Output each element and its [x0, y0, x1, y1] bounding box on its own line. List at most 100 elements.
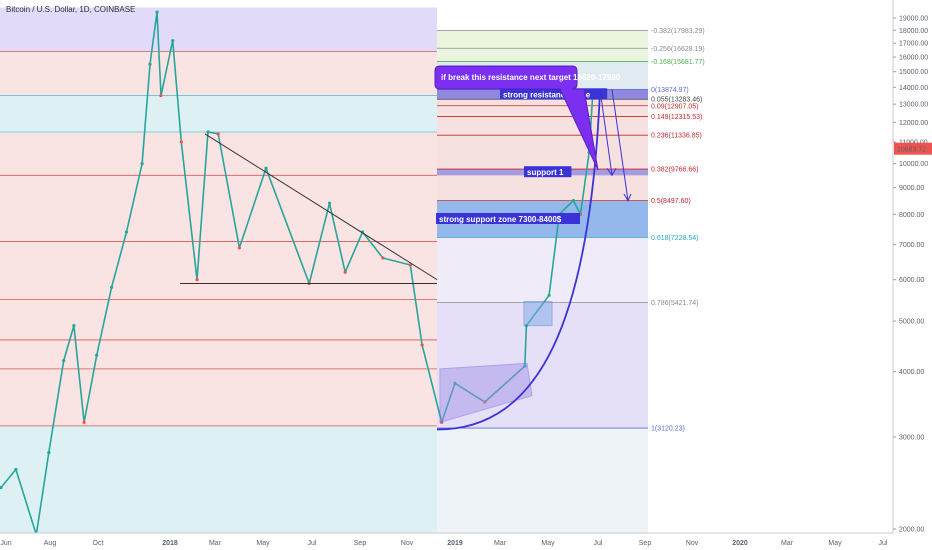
annotations: strong resistance zone support 1 strong su… [180, 65, 632, 431]
fib-band [437, 105, 648, 117]
price-point [195, 278, 199, 282]
x-tick-label: 2019 [447, 540, 463, 547]
fib-level-label: 0.786(5421.74) [651, 300, 698, 307]
fib-level-label: -0.382(17983.29) [651, 28, 705, 35]
y-tick-label: 10000.00 [899, 161, 928, 168]
x-tick-label: Oct [93, 540, 104, 547]
price-point [343, 270, 347, 274]
price-point [159, 93, 163, 98]
price-point [0, 486, 3, 490]
x-tick-label: Jul [879, 540, 888, 547]
price-point [237, 246, 241, 250]
x-tick-label: May [828, 540, 842, 547]
price-point [124, 230, 129, 234]
projection-arrow [599, 89, 617, 177]
x-tick-label: 2020 [732, 540, 748, 547]
left-fib-band [0, 7, 437, 52]
fib-level-label: 0.5(8497.60) [651, 198, 691, 205]
parabolic-curve [436, 90, 601, 431]
y-tick-label: 3000.00 [899, 434, 924, 441]
price-point [155, 10, 159, 14]
y-tick-label: 9000.00 [899, 185, 924, 192]
fib-level-label: 1(3120.23) [651, 426, 685, 433]
zone-label: strong resistance zone [503, 90, 591, 99]
y-tick-label: 19000.00 [899, 16, 928, 23]
price-point [381, 256, 385, 260]
fib-band [437, 99, 648, 106]
x-tick-label: Mar [494, 540, 507, 547]
y-tick-label: 6000.00 [899, 277, 924, 284]
x-tick-label: Mar [209, 540, 222, 547]
left-fib-band [0, 175, 437, 242]
fib-level-label: -0.168(15681.77) [651, 59, 705, 66]
zone-label: strong support zone 7300-8400$ [439, 215, 562, 224]
price-point [62, 358, 66, 363]
y-tick-label: 16000.00 [899, 55, 928, 62]
fib-bands [0, 7, 648, 533]
fib-level-label: 0.09(12907.05) [651, 103, 698, 110]
price-point [453, 381, 457, 385]
fib-level-label: 0.236(11336.85) [651, 133, 702, 140]
zone-label: support 1 [527, 168, 564, 177]
price-point [523, 364, 527, 368]
callout-text: if break this resistance next target 166… [441, 73, 621, 82]
zone-label-bg [436, 212, 580, 224]
price-point [109, 285, 114, 289]
y-tick-label: 5000.00 [899, 319, 924, 326]
fib-level-label: 0.618(7228.54) [651, 235, 698, 242]
price-point [327, 201, 332, 205]
x-tick-label: Aug [44, 540, 57, 547]
left-fib-band [0, 51, 437, 96]
x-tick-label: Jul [594, 540, 603, 547]
price-point [140, 162, 144, 166]
zone-label-bg [500, 88, 608, 100]
fib-band [437, 237, 648, 303]
y-tick-label: 15000.00 [899, 69, 928, 76]
projection-arrow [611, 89, 632, 202]
price-point [547, 293, 551, 297]
x-tick-label: 2018 [162, 540, 178, 547]
y-tick-label: 14000.00 [899, 85, 928, 92]
price-point [206, 130, 210, 134]
x-tick-label: May [256, 540, 270, 547]
x-tick-label: May [541, 540, 555, 547]
price-point [47, 451, 51, 455]
price-point [408, 263, 412, 267]
fib-level-label: 0(13874.97) [651, 87, 689, 94]
fib-level-label: -0.256(16628.19) [651, 46, 705, 53]
price-point [483, 400, 487, 404]
price-tag-label: 10683.72 [897, 147, 926, 154]
fib-level-label: 0.055(13283.46) [651, 97, 702, 104]
fib-band [437, 135, 648, 170]
y-tick-label: 2000.00 [899, 527, 924, 534]
x-tick-label: Jun [0, 540, 11, 547]
price-point [95, 353, 99, 357]
left-fib-band [0, 368, 437, 426]
y-tick-label: 18000.00 [899, 28, 928, 35]
fib-band [437, 116, 648, 136]
left-fib-band [0, 241, 437, 300]
price-point [72, 324, 76, 328]
y-tick-label: 17000.00 [899, 41, 928, 48]
price-point [571, 198, 576, 203]
x-tick-label: Nov [401, 540, 414, 547]
time-axis-bg [0, 533, 932, 550]
consolidation-box [523, 300, 553, 327]
callout-bubble [434, 65, 599, 171]
x-tick-label: Sep [354, 540, 367, 547]
fib-band [437, 30, 648, 49]
x-tick-label: Nov [686, 540, 699, 547]
left-fib-band [0, 95, 437, 132]
price-point [440, 420, 444, 424]
trendline [204, 133, 438, 281]
x-tick-label: Sep [639, 540, 652, 547]
y-tick-label: 7000.00 [899, 242, 924, 249]
price-point [264, 166, 268, 170]
fib-band [437, 428, 648, 533]
y-tick-label: 4000.00 [899, 369, 924, 376]
price-point [14, 467, 18, 472]
price-tag [894, 142, 932, 155]
y-tick-label: 8000.00 [899, 212, 924, 219]
